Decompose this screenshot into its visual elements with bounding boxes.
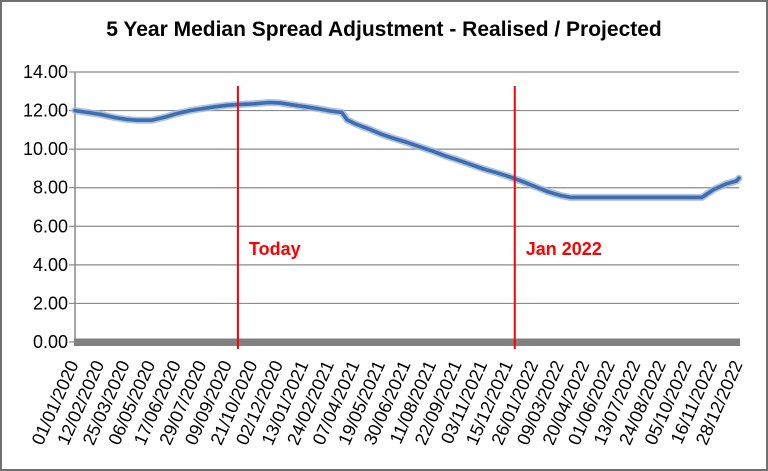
series-line [73, 100, 741, 200]
today-label: Today [249, 239, 301, 259]
y-axis-label: 6.00 [33, 216, 68, 236]
series-line-halo [71, 99, 743, 201]
y-axis-label: 4.00 [33, 255, 68, 275]
y-axis-label: 14.00 [23, 62, 68, 82]
y-axis-label: 2.00 [33, 293, 68, 313]
y-axis-label: 12.00 [23, 101, 68, 121]
x-axis-bar [74, 338, 740, 346]
y-axis-label: 0.00 [33, 332, 68, 352]
chart-title: 5 Year Median Spread Adjustment - Realis… [106, 18, 662, 41]
y-axis-label: 8.00 [33, 178, 68, 198]
y-axis-label: 10.00 [23, 139, 68, 159]
jan-2022-label: Jan 2022 [526, 239, 602, 259]
